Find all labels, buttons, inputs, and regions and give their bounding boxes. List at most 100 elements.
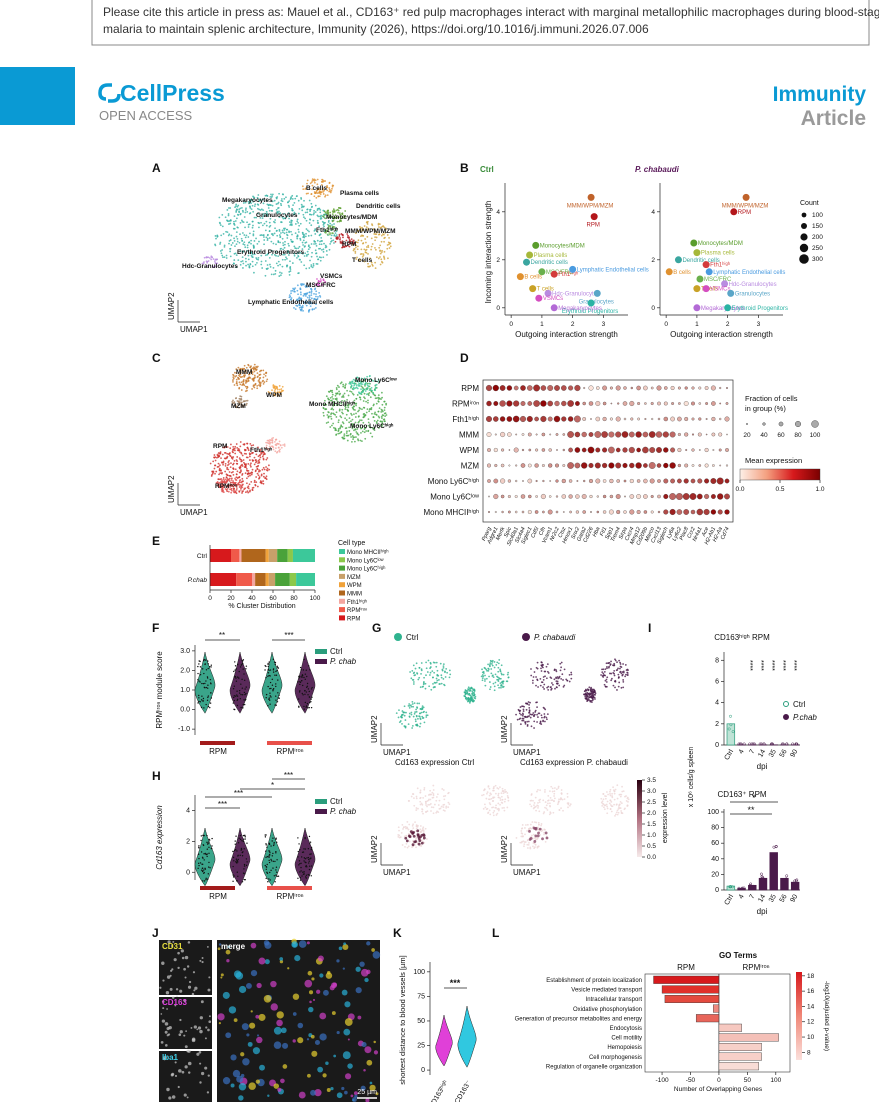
cell-dot [520, 835, 523, 838]
jitter [264, 669, 266, 671]
expression-dot [561, 385, 567, 391]
jitter [242, 840, 245, 843]
cell-dot [248, 202, 250, 205]
cell-dot [249, 371, 252, 374]
jitter [268, 661, 270, 663]
cell-dot [232, 379, 234, 381]
cell-dot [218, 216, 221, 219]
jitter [303, 848, 305, 850]
cell-dot [507, 676, 510, 679]
cell-dot [335, 429, 338, 432]
cell-dot [383, 226, 386, 229]
jitter [204, 663, 206, 666]
axis-label: UMAP1 [513, 748, 541, 757]
cell-dot [412, 823, 414, 826]
cell-dot [228, 471, 231, 473]
expression-dot [622, 447, 628, 453]
cell-dot [300, 261, 303, 263]
cell-dot [253, 216, 256, 219]
expression-dot [663, 447, 669, 453]
cell-dot [247, 226, 250, 228]
cell-dot [348, 245, 351, 248]
jitter [201, 863, 203, 865]
expression-dot [581, 462, 588, 469]
cell-dot [307, 244, 310, 247]
cell-dot [238, 466, 241, 469]
cell-dot [357, 439, 360, 442]
cell-dot [239, 445, 242, 448]
jitter [265, 676, 267, 679]
expression-dot [711, 401, 716, 406]
cell-dot [253, 456, 256, 459]
axis-label: UMAP2 [500, 715, 509, 743]
jitter [269, 852, 271, 854]
cell-dot [363, 225, 366, 227]
jitter [272, 658, 275, 660]
expression-dot [534, 416, 539, 422]
cell-dot [530, 793, 533, 795]
expression-dot [594, 462, 601, 469]
cell-dot [534, 837, 537, 839]
jitter [236, 862, 238, 864]
cluster-label: MMM/WPM/MZM [345, 228, 396, 235]
jitter [200, 699, 203, 701]
expression-dot [588, 401, 594, 406]
cell-dot [327, 214, 330, 217]
cell-dot [529, 803, 531, 806]
cell-dot [323, 242, 325, 245]
cell-dot [502, 682, 504, 685]
jitter [305, 877, 308, 879]
point-label: Megakaryocytes [701, 306, 745, 312]
jitter [244, 836, 246, 838]
cell-dot [262, 482, 265, 485]
cell-dot [304, 235, 307, 238]
cell-dot [239, 371, 242, 374]
expression-dot [506, 400, 513, 407]
cell-dot [355, 241, 358, 243]
cell-dot [531, 834, 533, 837]
jitter [242, 659, 245, 661]
cell-dot [253, 205, 256, 208]
cell-dot [236, 237, 239, 240]
jitter [303, 857, 306, 859]
cell-dot [263, 236, 265, 238]
expression-dot [609, 494, 614, 499]
cell-dot [484, 684, 487, 687]
point [705, 268, 713, 276]
cell-dot [547, 802, 549, 805]
legend-swatch [339, 598, 345, 604]
cell-dot [354, 250, 357, 253]
row-label: RPMⁱʳᵒⁿ [452, 400, 479, 409]
cell-dot [419, 722, 422, 725]
cell-dot [303, 293, 306, 296]
cell-dot [408, 715, 411, 718]
cell-dot [376, 228, 379, 231]
cell-dot [333, 223, 335, 225]
cell-dot [339, 426, 342, 429]
cell-dot [610, 660, 612, 663]
cell-dot [500, 795, 503, 798]
jitter [297, 837, 299, 839]
cell-dot [380, 240, 383, 243]
cell-dot [236, 447, 239, 449]
cell-dot [235, 209, 238, 212]
cell-dot [469, 690, 472, 692]
expression-dot [636, 510, 641, 514]
cell-dot [268, 209, 271, 212]
legend-label: RPM [347, 616, 360, 622]
cell-dot [322, 411, 325, 414]
cell-dot [527, 701, 530, 703]
expression-dot [623, 479, 627, 483]
cell-dot [239, 375, 241, 378]
expression-dot [515, 433, 518, 436]
cell-dot [495, 664, 498, 666]
cell-dot [293, 201, 296, 204]
cell-dot [272, 266, 275, 269]
cell-dot [253, 240, 256, 242]
cell-dot [534, 796, 537, 799]
cell-dot [297, 199, 300, 202]
jitter [207, 843, 209, 845]
jitter [308, 868, 311, 871]
cell-dot [350, 420, 352, 423]
cell-dot [273, 253, 276, 256]
